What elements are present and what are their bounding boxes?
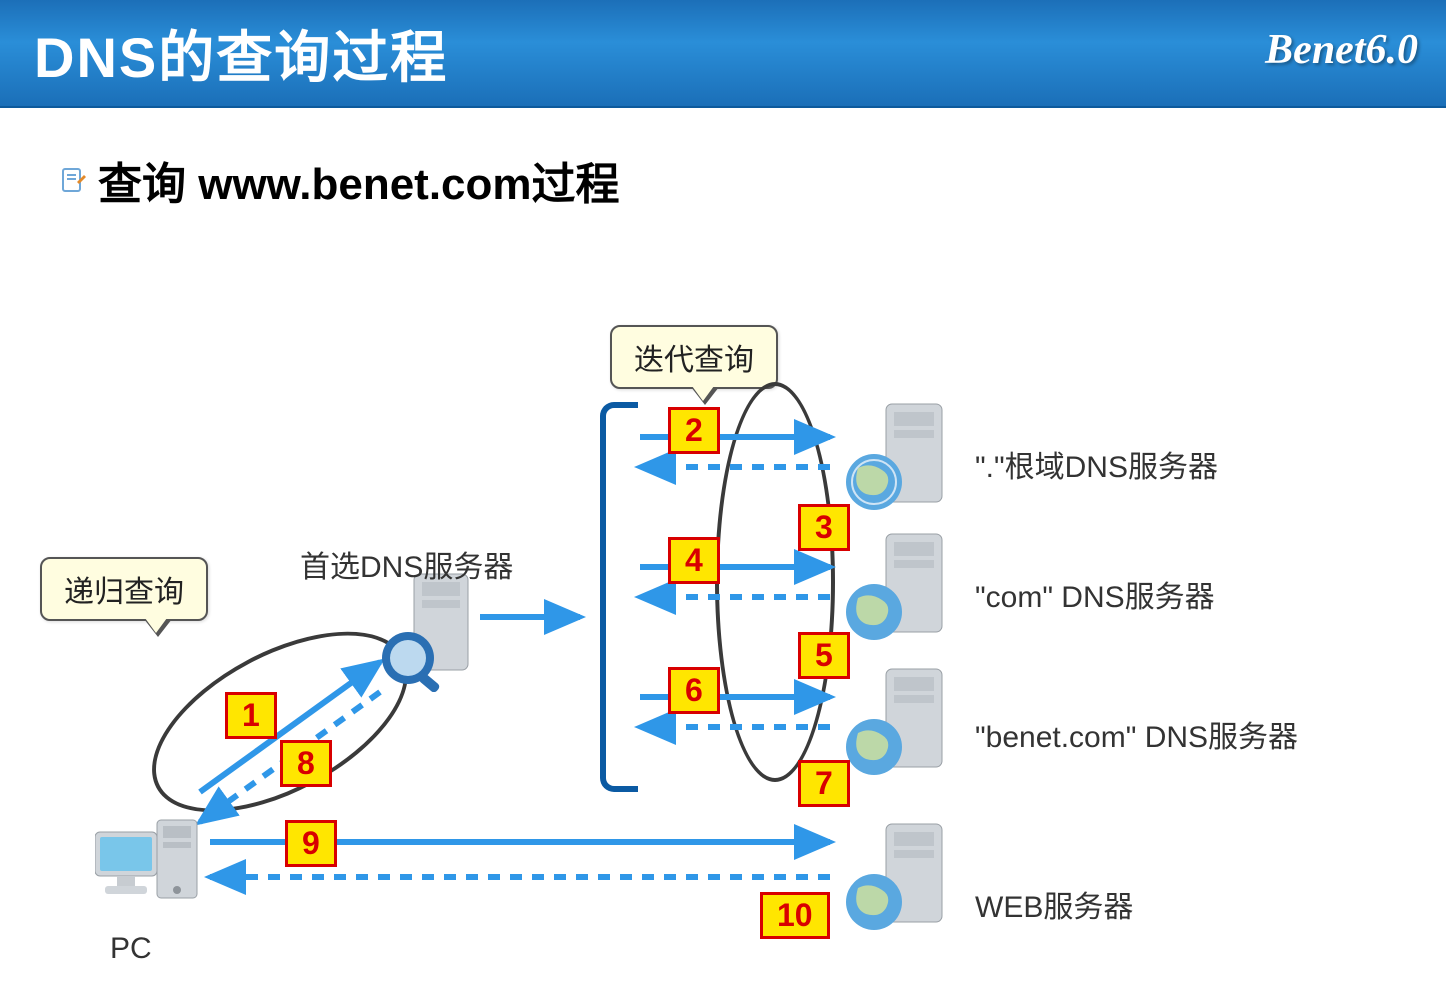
slide-title: DNS的查询过程 <box>34 13 448 94</box>
step-6: 6 <box>668 667 720 714</box>
step-5: 5 <box>798 632 850 679</box>
benet-dns-node <box>840 667 960 782</box>
step-8: 8 <box>280 740 332 787</box>
local-dns-node <box>378 572 488 692</box>
step-4: 4 <box>668 537 720 584</box>
web-server-label: WEB服务器 <box>975 882 1133 926</box>
pc-node <box>95 812 205 917</box>
slide-header: DNS的查询过程 Benet6.0 <box>0 0 1446 108</box>
root-dns-label: "."根域DNS服务器 <box>975 442 1218 486</box>
step-7: 7 <box>798 760 850 807</box>
subtitle-row: 查询 www.benet.com过程 <box>60 148 1446 212</box>
ring-iterative <box>715 382 835 782</box>
com-dns-node <box>840 532 960 647</box>
callout-recursive: 递归查询 <box>40 557 208 621</box>
pc-label: PC <box>110 932 152 966</box>
com-dns-label: "com" DNS服务器 <box>975 572 1215 616</box>
web-server-node <box>840 822 960 937</box>
root-dns-node <box>840 402 960 517</box>
doc-edit-icon <box>60 166 88 194</box>
benet-dns-label: "benet.com" DNS服务器 <box>975 712 1298 756</box>
callout-iterative: 迭代查询 <box>610 325 778 389</box>
step-3: 3 <box>798 504 850 551</box>
diagram-canvas: 递归查询 迭代查询 PC <box>0 212 1446 1007</box>
step-1: 1 <box>225 692 277 739</box>
brand-logo: Benet6.0 <box>1265 26 1418 74</box>
step-2: 2 <box>668 407 720 454</box>
bracket <box>600 402 638 792</box>
local-dns-label: 首选DNS服务器 <box>300 542 513 586</box>
step-10: 10 <box>760 892 830 939</box>
subtitle-text: 查询 www.benet.com过程 <box>98 148 620 212</box>
step-9: 9 <box>285 820 337 867</box>
